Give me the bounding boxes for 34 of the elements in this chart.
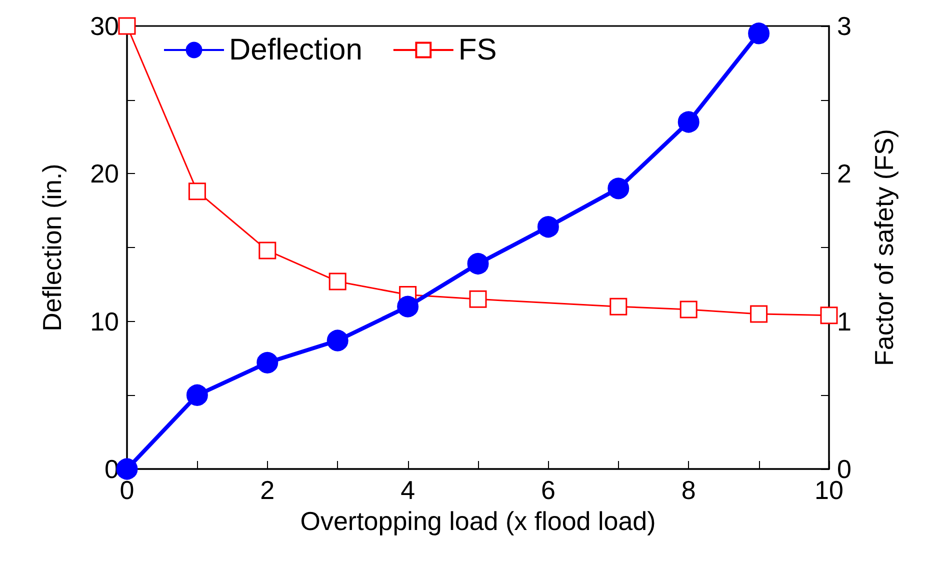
point [118,17,136,35]
point [116,458,138,480]
y-tick-label: 20 [90,158,119,189]
y-axis-title: Deflection (in.) [37,164,67,332]
point [680,300,698,318]
point [610,298,628,316]
y2-tick-label: 3 [837,11,852,41]
x-tick-label: 8 [681,475,696,505]
x-tick-label: 4 [400,475,416,505]
point [397,296,419,318]
point [469,290,487,308]
point [608,178,630,200]
legend-label: FS [458,34,497,66]
point [328,272,346,290]
point [750,305,768,323]
point [188,182,206,200]
point [678,111,700,133]
point [467,253,489,274]
x-tick-label: 6 [540,475,556,505]
point [186,384,208,406]
y2-axis-title: Factor of safety (FS) [869,129,899,366]
x-tick-label: 2 [260,475,275,505]
legend-label: Deflection [229,34,362,66]
y-tick-label: 10 [90,306,119,336]
y2-tick-label: 2 [837,158,852,189]
point [748,22,770,44]
point [326,330,348,352]
x-axis-title: Overtopping load (x flood load) [300,506,656,536]
point [256,352,278,374]
point [820,306,838,324]
y-tick-label: 30 [90,11,119,41]
point [258,242,276,260]
point [537,216,559,238]
y2-tick-label: 1 [837,306,852,336]
